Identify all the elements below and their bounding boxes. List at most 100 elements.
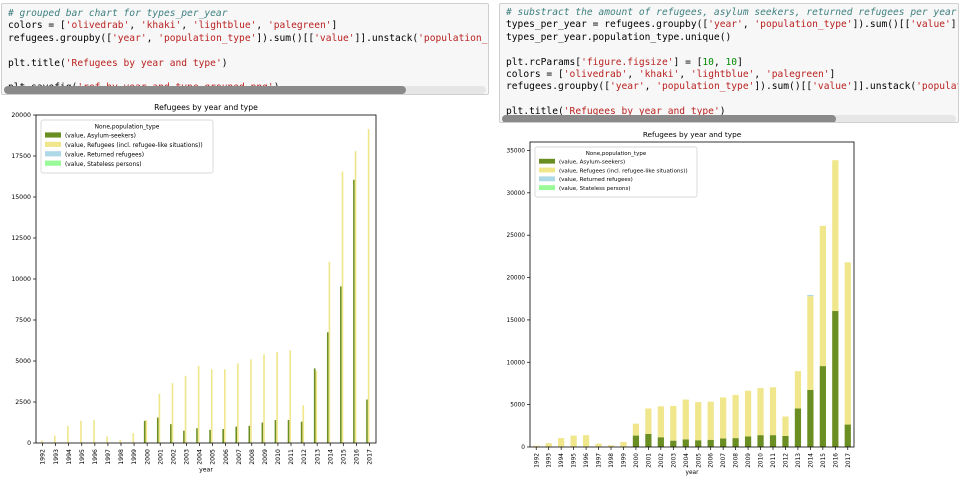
code-token: 10 [702,56,714,68]
legend: None,population_type (value, Asylum-seeke… [534,146,698,198]
code-token: , [713,56,726,68]
code-token: ] [737,56,743,68]
code-token: 'value' [812,81,853,93]
horizontal-scrollbar[interactable] [4,86,486,94]
x-tick-label: 2002 [659,453,665,468]
x-tick-label: 1999 [131,449,138,465]
bar [832,311,839,447]
bar [657,437,664,447]
x-tick-label: 1996 [584,453,590,468]
bar [720,438,727,447]
bar [707,401,714,440]
x-tick-label: 1998 [609,453,615,468]
chart-title: Refugees by year and type [154,103,258,112]
code-line [8,70,488,82]
legend-swatch [45,132,61,138]
code-cell-stacked[interactable]: # substract the amount of refugees, asyl… [499,3,959,123]
y-tick-label: 2500 [15,399,31,406]
x-tick-label: 2005 [696,453,702,468]
bar [782,416,789,436]
bar [769,387,777,436]
x-tick-label: 2013 [796,453,802,468]
bar [582,435,590,447]
horizontal-scrollbar[interactable] [502,115,956,122]
code-token: 'Refugees by year and type' [65,57,222,69]
code-token: refugees.groupby([ [506,81,610,93]
bar [132,433,135,443]
bar [250,359,252,443]
bar [276,351,278,443]
bar [197,365,200,443]
y-tick-label: 12500 [11,235,31,242]
code-line: plt.rcParams['figure.figsize'] = [10, 10… [506,56,958,69]
bar [263,354,265,443]
code-line: plt.title('Refugees by year and type') [506,106,958,118]
code-token: colors = [ [506,68,564,80]
bar [40,440,43,443]
x-tick-label: 2011 [771,453,777,468]
bar [340,286,342,443]
code-line: refugees.groupby(['year', 'population_ty… [8,32,488,45]
code-cell-grouped[interactable]: # grouped bar chart for types_per_year co… [1,3,489,95]
y-tick-label: 30000 [507,191,526,197]
code-token: plt.title( [506,106,564,118]
x-tick-label: 2008 [734,453,740,468]
bar [145,420,148,443]
bar [670,405,677,441]
code-editor-stacked[interactable]: # substract the amount of refugees, asyl… [506,7,958,122]
bar [354,151,357,443]
x-tick-label: 2012 [301,449,308,465]
plot-frame [529,141,855,448]
bar [367,128,370,443]
legend-swatch [45,160,61,166]
code-line [506,94,958,106]
code-line: # grouped bar chart for types_per_year [8,8,488,20]
bar [757,435,764,447]
y-tick-label: 20000 [507,276,526,282]
x-tick-label: 2006 [709,453,715,468]
code-editor-grouped[interactable]: # grouped bar chart for types_per_year co… [8,8,488,94]
code-token: types_per_year.population_type.unique() [506,31,732,43]
code-token: ) [719,106,726,118]
legend-swatch [45,141,61,147]
code-token: ] = [ [673,56,703,68]
code-token: 'khaki' [140,20,182,32]
bar [93,420,95,443]
code-token: 'value' [314,32,355,44]
bar [707,439,714,447]
code-token: ]).sum()[[ [852,19,911,31]
x-tick-label: 2017 [367,449,374,465]
x-tick-label: 2003 [184,449,191,465]
code-token: , [256,20,268,32]
bar [832,160,839,312]
bars [533,160,851,447]
bar [657,406,664,438]
x-tick-label: 2014 [808,453,814,468]
bar [632,435,640,447]
chart-title: Refugees by year and type [643,130,742,139]
code-line: colors = ['olivedrab', 'khaki', 'lightbl… [506,68,958,81]
bar [819,366,826,447]
legend-label: (value, Asylum-seekers) [559,160,625,166]
code-token: ] [331,20,338,32]
code-token: 'khaki' [638,68,680,80]
legend-label: (value, Returned refugees) [65,152,144,158]
bar [80,420,82,443]
bar [757,388,764,436]
bar [632,423,640,436]
x-tick-label: 2010 [275,449,282,465]
x-tick-label: 2009 [746,453,752,468]
legend-title: None,population_type [586,151,647,157]
stacked-bar-chart: Refugees by year and type 0 5000 10000 15000… [507,130,855,476]
code-token: 'lightblue' [690,68,755,80]
x-tick-label: 2016 [354,449,361,465]
bar [570,435,577,447]
scrollbar-thumb[interactable] [4,86,406,94]
scrollbar-thumb[interactable] [502,115,836,122]
x-tick-label: 1993 [53,449,60,465]
legend-label: (value, Refugees (incl. refugee-like sit… [65,143,203,149]
code-token: plt.rcParams[ [506,56,582,68]
x-tick-label: 1995 [572,453,578,468]
bar [695,402,702,441]
bar [328,261,331,443]
